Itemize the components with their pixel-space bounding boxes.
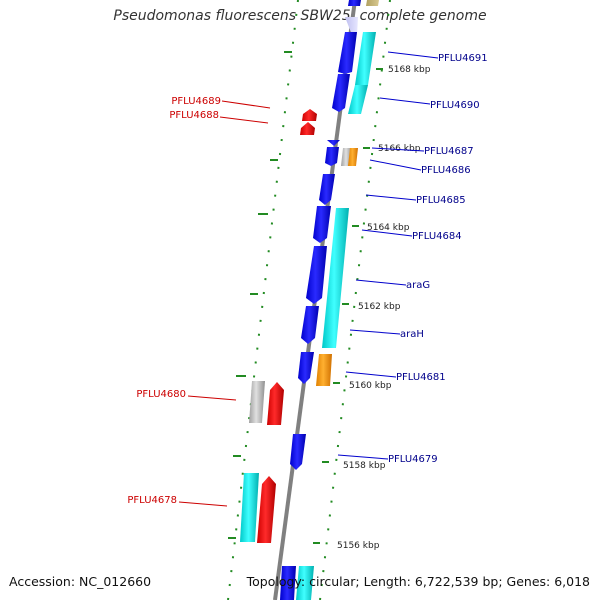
feature-box[interactable]: [366, 0, 379, 6]
feature-box[interactable]: [345, 17, 358, 35]
gene-arrow-pflu4679[interactable]: [290, 434, 306, 470]
gene-label-pflu4691[interactable]: PFLU4691: [438, 53, 488, 64]
gene-label-pflu4690[interactable]: PFLU4690: [430, 100, 480, 111]
gene-arrow-arag[interactable]: [306, 246, 327, 304]
genome-summary-text: Topology: circular; Length: 6,722,539 bp…: [246, 574, 590, 589]
feature-box[interactable]: [240, 473, 259, 542]
kbp-tick-label: 5158 kbp: [343, 461, 386, 471]
gene-arrow[interactable]: [298, 352, 314, 384]
kbp-tick-label: 5162 kbp: [358, 302, 401, 312]
gene-arrow[interactable]: [348, 0, 361, 6]
gene-label-pflu4686[interactable]: PFLU4686: [421, 165, 471, 176]
gene-label-pflu4684[interactable]: PFLU4684: [412, 231, 462, 242]
gene-label-arag[interactable]: araG: [406, 280, 430, 291]
feature-box[interactable]: [249, 381, 265, 423]
gene-arrow[interactable]: [325, 147, 339, 166]
feature-box[interactable]: [296, 566, 314, 600]
gene-arrow-pflu4685[interactable]: [319, 174, 335, 205]
gene-label-pflu4678[interactable]: PFLU4678: [127, 495, 177, 506]
feature-box[interactable]: [322, 208, 349, 348]
label-leaders-left: [178, 100, 271, 507]
feature-box[interactable]: [348, 85, 368, 114]
gene-label-pflu4679[interactable]: PFLU4679: [388, 454, 438, 465]
gene-label-pflu4687[interactable]: PFLU4687: [424, 146, 474, 157]
gene-label-pflu4681[interactable]: PFLU4681: [396, 372, 446, 383]
label-leaders-right: [337, 51, 439, 460]
kbp-tick-label: 5164 kbp: [367, 223, 410, 233]
gene-arrow-arah[interactable]: [301, 306, 319, 344]
gene-arrow-pflu4684[interactable]: [313, 206, 331, 243]
gene-arrow[interactable]: [280, 566, 296, 600]
gene-label-pflu4685[interactable]: PFLU4685: [416, 195, 466, 206]
gene-arrow-pflu4686[interactable]: [348, 148, 358, 166]
map-title: Pseudomonas fluorescens SBW25, complete …: [113, 8, 487, 24]
gene-arrow-pflu4690[interactable]: [332, 74, 350, 112]
gene-arrow-pflu4678[interactable]: [257, 476, 276, 543]
gene-arrow-pflu4681[interactable]: [316, 354, 332, 386]
gc-skew-marks: [228, 51, 292, 539]
gene-label-arah[interactable]: araH: [400, 329, 424, 340]
gene-arrow-pflu4691[interactable]: [338, 32, 357, 74]
gene-label-pflu4689[interactable]: PFLU4689: [171, 96, 221, 107]
kbp-tick-label: 5168 kbp: [388, 65, 431, 75]
gene-arrow-pflu4689[interactable]: [302, 109, 317, 121]
kbp-tick-label: 5160 kbp: [349, 381, 392, 391]
kbp-tick-label: 5156 kbp: [337, 541, 380, 551]
gene-arrow-pflu4688[interactable]: [300, 122, 315, 135]
feature-box[interactable]: [355, 32, 376, 85]
kbp-tick-label: 5166 kbp: [378, 144, 421, 154]
accession-text: Accession: NC_012660: [9, 574, 152, 589]
gene-label-pflu4680[interactable]: PFLU4680: [136, 389, 186, 400]
gene-arrow-pflu4680[interactable]: [267, 382, 284, 425]
kbp-tick-marks: [313, 68, 383, 544]
gene-arrow-pflu4687[interactable]: [327, 140, 340, 146]
gene-label-pflu4688[interactable]: PFLU4688: [169, 110, 219, 121]
